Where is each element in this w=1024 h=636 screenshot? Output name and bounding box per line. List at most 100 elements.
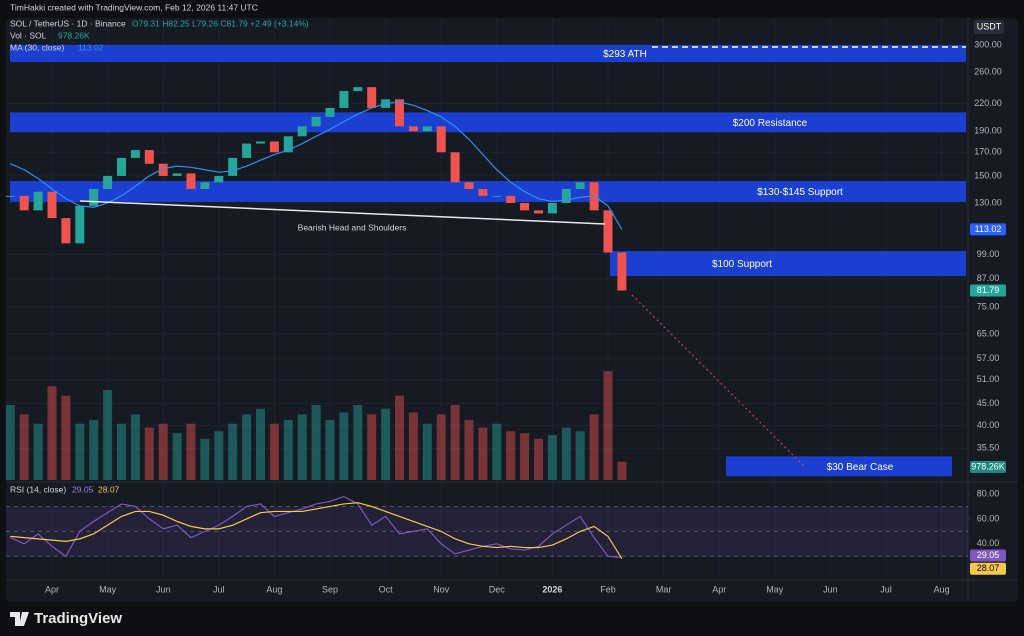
volume-bar	[89, 420, 99, 480]
candle	[200, 182, 210, 189]
volume-bar	[408, 412, 418, 480]
zone	[10, 181, 966, 202]
volume-bar	[47, 386, 57, 480]
volume-bar	[172, 433, 182, 480]
candle	[214, 175, 224, 183]
rsi-line	[10, 502, 623, 560]
candle	[520, 202, 530, 211]
volume-bar	[561, 427, 571, 480]
volume-bar	[311, 405, 321, 480]
candle	[269, 141, 279, 153]
rsi-line	[10, 495, 622, 559]
rsi-ma-legend-value: 28.07	[98, 484, 120, 494]
y-tick-label: 65.00	[977, 328, 1000, 338]
rsi	[6, 493, 971, 570]
volume-bar	[534, 438, 543, 480]
ma-legend-value: 113.02	[78, 42, 104, 52]
volume-bar	[617, 461, 627, 480]
zone	[10, 112, 966, 133]
y-tick-label: 40.00	[977, 420, 1000, 430]
y-tick-label: 190.00	[974, 126, 1002, 136]
volume-bar	[381, 408, 391, 480]
zone-label: $293 ATH	[603, 49, 647, 60]
candle	[408, 126, 418, 132]
volume-bar	[339, 412, 349, 480]
candle	[478, 188, 488, 196]
volume-bar	[283, 420, 293, 480]
volume-bar	[575, 431, 585, 480]
y-tick-label: 220.00	[974, 98, 1002, 108]
x-tick-label: Feb	[600, 584, 616, 594]
candle	[75, 205, 85, 244]
y-tick-label: 57.00	[977, 353, 1000, 363]
volume-bar	[547, 435, 557, 480]
ma-legend: MA (30, close)	[10, 42, 64, 52]
axes: 300.00 260.00 220.00 190.00 170.00 150.00 130.…	[45, 39, 1006, 594]
candle	[311, 116, 321, 127]
candle	[506, 195, 516, 203]
price-badge	[970, 223, 1006, 236]
candle	[325, 107, 335, 117]
candle	[450, 152, 460, 183]
x-tick-label: Aug	[266, 584, 282, 594]
x-tick-label: Jul	[213, 584, 225, 594]
candle	[186, 173, 196, 189]
y-tick-label: 99.00	[977, 249, 1000, 259]
x-tick-label: Apr	[712, 584, 726, 594]
header: TimHakki created with TradingView.com, F…	[10, 2, 258, 12]
price	[5, 87, 627, 291]
volume-bar	[200, 438, 210, 480]
candle	[256, 141, 265, 144]
volume-bar	[603, 371, 613, 480]
x-tick-label: Aug	[934, 584, 950, 594]
currency-badge	[974, 20, 1004, 34]
candle	[47, 191, 57, 219]
brand: TradingView	[34, 610, 122, 627]
y-tick-label: 150.00	[974, 170, 1002, 180]
candle	[422, 126, 432, 132]
volume-legend-value: 978.26K	[58, 30, 90, 40]
rsi-tick-label: 60.00	[977, 513, 1000, 523]
symbol: SOL / TetherUS · 1D · Binance	[10, 18, 126, 28]
x-tick-label: May	[99, 584, 117, 594]
x-tick-label: Nov	[433, 584, 450, 594]
zone	[726, 456, 952, 477]
volume-bar	[256, 408, 265, 480]
candle	[117, 157, 126, 176]
annotation: Bearish Head and Shoulders	[298, 222, 407, 232]
volume-bar	[103, 390, 113, 480]
projection	[631, 294, 806, 468]
candle	[534, 210, 543, 214]
candle	[228, 157, 238, 176]
candle	[603, 210, 613, 253]
currency: USDT	[977, 21, 1002, 31]
candle	[172, 173, 182, 176]
y-tick-label: 51.00	[977, 374, 1000, 384]
price-badge-label: 978.26K	[971, 461, 1005, 471]
volume-bar	[450, 405, 460, 480]
rsi-badge	[970, 549, 1006, 562]
volume-bar	[478, 427, 488, 480]
x-tick-label: Oct	[379, 584, 394, 594]
volume-bar	[325, 420, 335, 480]
volume-bar	[117, 423, 126, 480]
candle	[464, 182, 474, 189]
zone-label: $100 Support	[712, 259, 772, 270]
neckline	[79, 200, 606, 225]
rsi-tick-label: 80.00	[977, 488, 1000, 498]
chart-panel	[6, 18, 1018, 602]
volume-bar	[492, 423, 502, 480]
volume-bar	[436, 414, 446, 480]
candle	[436, 126, 446, 153]
rsi-legend: RSI (14, close)	[10, 484, 66, 494]
zone-label: $130-$145 Support	[757, 187, 843, 198]
volume-bar	[186, 423, 196, 480]
x-tick-label: Jun	[823, 584, 838, 594]
volume-bar	[75, 423, 85, 480]
y-tick-label: 260.00	[974, 66, 1002, 76]
volume-legend: Vol · SOL	[10, 30, 47, 40]
candle	[19, 195, 29, 211]
volume-bar	[19, 414, 29, 480]
zone	[10, 44, 966, 63]
